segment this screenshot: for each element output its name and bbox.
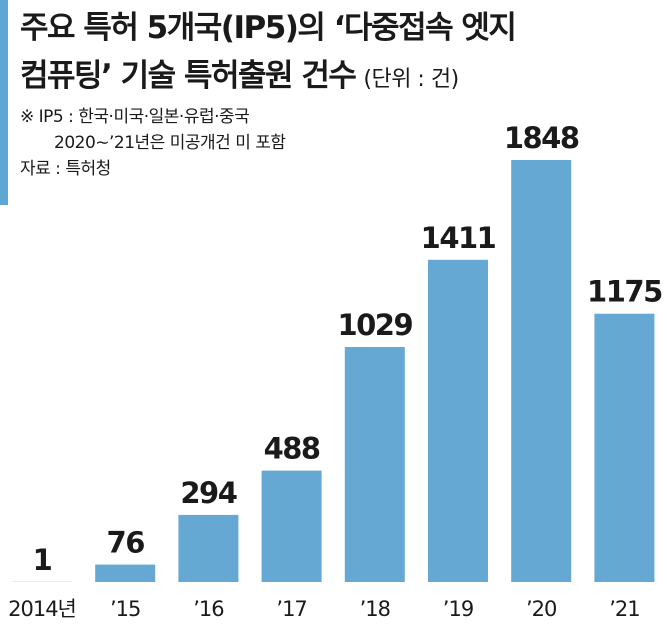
- bar-1: [95, 564, 156, 582]
- title-line-1: 주요 특허 5개국(IP5)의 ‘다중접속 엣지: [20, 10, 517, 46]
- data-label-6: 1848: [504, 121, 579, 155]
- title-line-2: 컴퓨팅’ 기술 특허출원 건수 (단위 : 건): [20, 52, 660, 104]
- x-tick-label-3: ’17: [276, 597, 306, 621]
- source-note: 자료 : 특허청: [20, 159, 111, 179]
- data-label-7: 1175: [587, 275, 662, 309]
- x-tick-label-5: ’19: [443, 597, 473, 621]
- data-label-4: 1029: [337, 308, 412, 342]
- x-tick-label-6: ’20: [526, 597, 556, 621]
- chart-title: 주요 특허 5개국(IP5)의 ‘다중접속 엣지 컴퓨팅’ 기술 특허출원 건수…: [20, 4, 660, 104]
- data-label-0: 1: [33, 543, 52, 577]
- bar-2: [178, 514, 239, 582]
- data-label-1: 76: [107, 526, 145, 560]
- bar-4: [344, 347, 405, 582]
- bar-5: [428, 259, 488, 582]
- x-tick-label-4: ’18: [360, 597, 390, 621]
- accent-bar: [0, 0, 8, 205]
- unit-label: (단위 : 건): [363, 67, 459, 92]
- note-ip5: ※ IP5 : 한국·미국·일본·유럽·중국: [20, 107, 250, 127]
- x-tick-label-7: ’21: [609, 597, 639, 621]
- title-line-2-text: 컴퓨팅’ 기술 특허출원 건수: [20, 58, 357, 94]
- notes: ※ IP5 : 한국·미국·일본·유럽·중국 2020∼’21년은 미공개건 미…: [20, 104, 286, 182]
- bar-7: [594, 313, 655, 582]
- x-tick-label-2: ’16: [193, 597, 224, 621]
- data-label-5: 1411: [421, 221, 496, 255]
- data-label-2: 294: [180, 476, 236, 510]
- data-label-3: 488: [264, 432, 320, 466]
- x-tick-label-1: ’15: [110, 597, 140, 621]
- bar-6: [511, 160, 572, 582]
- bar-3: [261, 470, 322, 582]
- note-unpublished: 2020∼’21년은 미공개건 미 포함: [54, 133, 286, 153]
- x-tick-label-0: 2014년: [8, 597, 76, 621]
